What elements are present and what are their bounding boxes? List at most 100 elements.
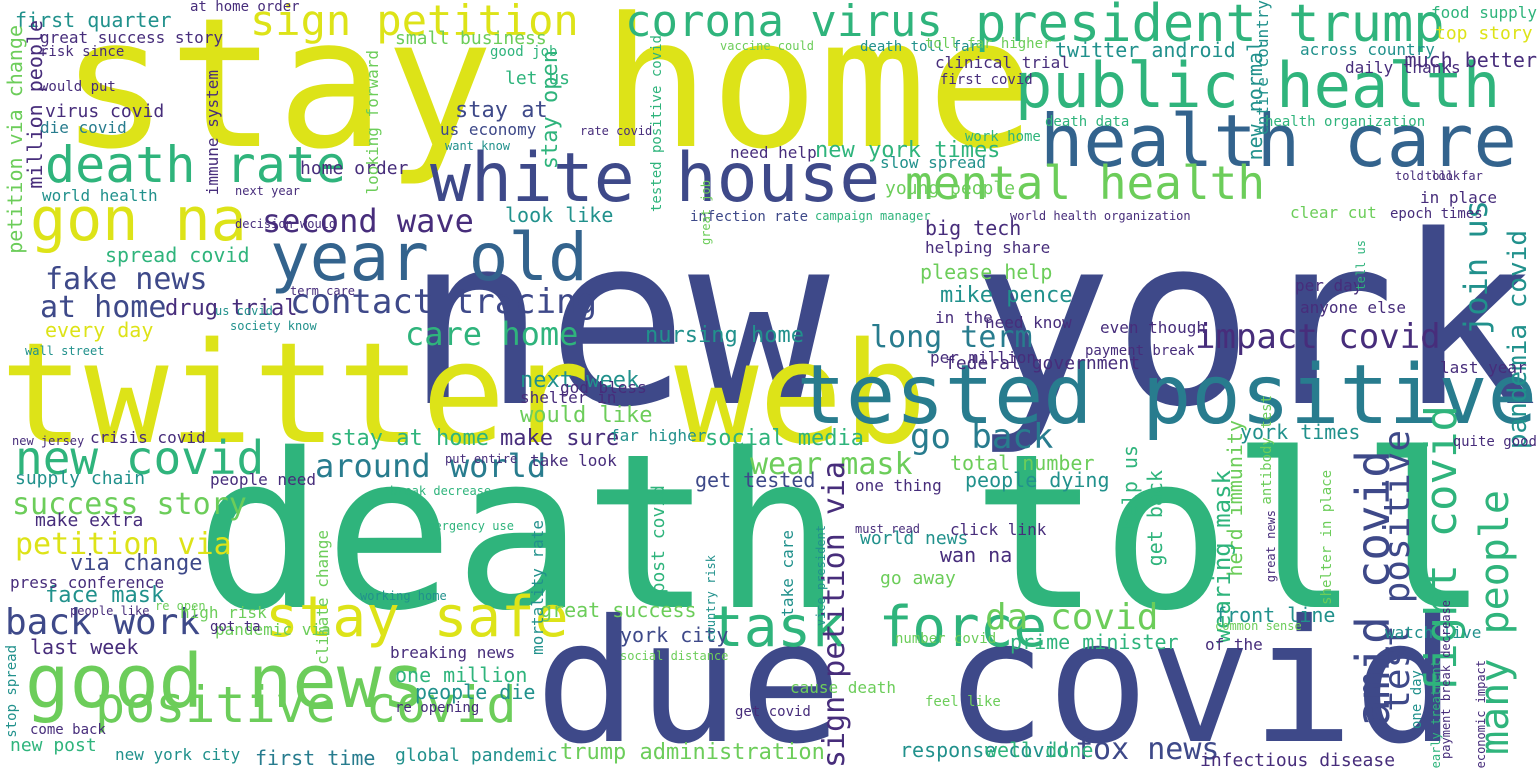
cloud-word: clinical trial — [935, 53, 1070, 72]
cloud-word: great news — [1264, 510, 1278, 583]
cloud-word: people die — [415, 680, 536, 704]
cloud-word: take care — [778, 530, 797, 617]
cloud-word: take look — [530, 451, 617, 470]
cloud-word: da covid — [985, 597, 1159, 638]
cloud-word: york times — [1240, 420, 1361, 444]
cloud-word: far higher — [610, 426, 707, 445]
cloud-word: daily thanks — [1345, 58, 1461, 77]
cloud-word: stay at home — [330, 426, 489, 451]
cloud-word: global pandemic — [395, 745, 558, 766]
cloud-word: anyone else — [1300, 298, 1406, 317]
cloud-word: risk since — [40, 44, 125, 60]
cloud-word: one day — [1409, 670, 1425, 730]
cloud-word: people need — [210, 470, 316, 489]
cloud-word: first time — [255, 746, 376, 770]
cloud-word: god bless — [560, 378, 647, 397]
cloud-word: sign petition — [250, 0, 579, 45]
cloud-word: care home — [405, 315, 579, 353]
cloud-word: long term — [870, 320, 1033, 355]
cloud-word: death toll far — [860, 39, 979, 55]
cloud-word: health care — [1040, 99, 1517, 183]
cloud-word: york city — [620, 623, 729, 647]
cloud-word: re opening — [395, 700, 480, 716]
cloud-word: supply chain — [15, 468, 146, 489]
cloud-word: watch live — [1385, 623, 1482, 642]
cloud-word: come back — [30, 722, 106, 738]
cloud-word: re open — [155, 599, 206, 613]
cloud-word: vaccine could — [720, 39, 814, 53]
cloud-word: next year — [235, 184, 301, 198]
cloud-word: number covid — [895, 631, 997, 647]
cloud-word: new york times — [815, 138, 1001, 163]
cloud-word: world health — [42, 186, 158, 205]
cloud-word: small business — [395, 28, 547, 49]
cloud-word: new jersey — [12, 434, 85, 448]
cloud-word: put entire — [445, 452, 518, 466]
cloud-word: per million — [930, 348, 1036, 367]
cloud-word: need know — [985, 313, 1072, 332]
cloud-word: task force — [710, 595, 1048, 660]
cloud-word: want know — [445, 139, 511, 153]
cloud-word: break decrease — [390, 484, 492, 498]
cloud-word: across country — [1300, 40, 1435, 59]
cloud-word: world health organization — [1010, 209, 1191, 223]
cloud-word: spread covid — [105, 243, 250, 267]
cloud-word: let us — [505, 68, 571, 89]
cloud-word: infection rate — [690, 209, 809, 225]
cloud-word: first quarter — [15, 8, 172, 32]
cloud-word: shelter in place — [1319, 470, 1335, 605]
cloud-word: feel like — [925, 694, 1001, 710]
cloud-word: antibody test — [1259, 395, 1275, 505]
cloud-word: total number — [950, 451, 1095, 475]
cloud-word: die covid — [40, 118, 127, 137]
cloud-word: home order — [300, 158, 409, 179]
cloud-word: face mask — [45, 583, 165, 608]
cloud-word: social media — [705, 426, 864, 451]
cloud-word: great job — [699, 180, 713, 246]
cloud-word: wan na — [940, 543, 1013, 567]
cloud-word: rate covid — [580, 124, 653, 138]
cloud-word: much better — [1404, 48, 1537, 72]
cloud-word: make sure — [500, 426, 620, 451]
cloud-word: tell us — [1354, 240, 1368, 291]
cloud-word: at home order — [190, 0, 300, 15]
cloud-word: food supply — [1431, 3, 1537, 22]
cloud-word: vice president — [814, 525, 828, 627]
cloud-word: gon na — [30, 185, 247, 255]
cloud-word: quite good — [1452, 434, 1537, 450]
cloud-word: last year — [1440, 358, 1527, 377]
cloud-word: nursing home — [645, 323, 804, 348]
cloud-word: stop spread — [4, 645, 20, 738]
cloud-word: society know — [230, 319, 317, 333]
cloud-word: death data — [1045, 114, 1130, 130]
cloud-word: campaign manager — [815, 209, 931, 223]
cloud-word: clear cut — [1290, 203, 1377, 222]
cloud-word: us economy — [440, 120, 537, 139]
cloud-word: per day — [1295, 276, 1363, 295]
cloud-word: would like — [520, 403, 653, 428]
cloud-word: second wave — [262, 202, 474, 240]
cloud-word: first covid — [940, 72, 1033, 88]
cloud-word: cause death — [790, 678, 896, 697]
cloud-word: helping share — [925, 238, 1051, 257]
cloud-word: wear mask — [750, 447, 913, 482]
cloud-word: due covid — [535, 584, 1457, 770]
cloud-word: at home — [40, 290, 167, 325]
cloud-word: impact covid — [1195, 317, 1441, 357]
cloud-word: stay at — [455, 98, 548, 123]
cloud-word: good news — [25, 639, 426, 725]
cloud-word: one thing — [855, 476, 942, 495]
cloud-word: petition via — [15, 527, 232, 562]
cloud-word: drug trial — [165, 296, 298, 321]
cloud-word: go back — [910, 417, 1054, 457]
cloud-word: new york — [405, 186, 1537, 459]
cloud-word: twitter web — [0, 313, 928, 476]
cloud-word: year old — [270, 219, 588, 296]
cloud-word: high risk — [180, 603, 267, 622]
cloud-word: positive covid — [95, 676, 517, 734]
cloud-word: people dying — [965, 468, 1110, 492]
cloud-word: told look — [1395, 169, 1461, 183]
cloud-word: go away — [880, 568, 956, 589]
cloud-word: stay home — [60, 0, 1036, 189]
